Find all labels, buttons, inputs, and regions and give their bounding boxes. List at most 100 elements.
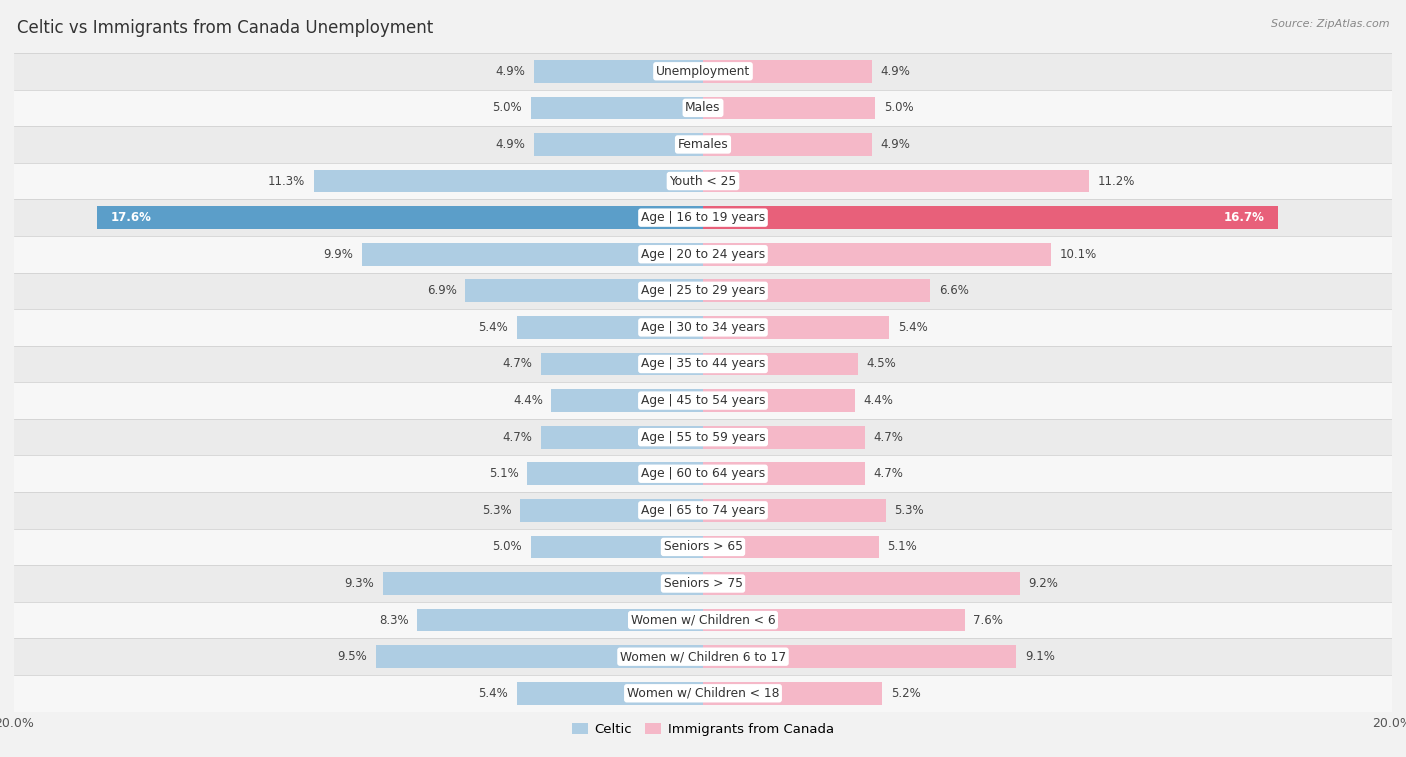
Text: 5.0%: 5.0%	[492, 540, 522, 553]
Bar	[703, 97, 875, 119]
Text: Females: Females	[678, 138, 728, 151]
Text: Age | 20 to 24 years: Age | 20 to 24 years	[641, 248, 765, 260]
Text: Youth < 25: Youth < 25	[669, 175, 737, 188]
Text: 4.7%: 4.7%	[873, 467, 904, 480]
Text: 11.2%: 11.2%	[1098, 175, 1135, 188]
Bar	[703, 463, 865, 485]
Text: 4.7%: 4.7%	[873, 431, 904, 444]
Bar	[703, 682, 882, 705]
Text: Age | 45 to 54 years: Age | 45 to 54 years	[641, 394, 765, 407]
Text: 9.5%: 9.5%	[337, 650, 367, 663]
Text: 5.4%: 5.4%	[897, 321, 928, 334]
Bar	[517, 316, 703, 338]
Text: Age | 60 to 64 years: Age | 60 to 64 years	[641, 467, 765, 480]
Text: 4.9%: 4.9%	[496, 138, 526, 151]
Bar	[517, 682, 703, 705]
Bar	[703, 243, 1050, 266]
Bar	[534, 60, 703, 83]
Bar	[14, 309, 1392, 346]
Text: 10.1%: 10.1%	[1060, 248, 1097, 260]
Text: Males: Males	[685, 101, 721, 114]
Text: Women w/ Children < 6: Women w/ Children < 6	[631, 614, 775, 627]
Bar	[703, 426, 865, 448]
Text: 8.3%: 8.3%	[378, 614, 409, 627]
Text: 5.0%: 5.0%	[492, 101, 522, 114]
Text: Age | 25 to 29 years: Age | 25 to 29 years	[641, 285, 765, 298]
Text: 4.7%: 4.7%	[502, 357, 533, 370]
Bar	[14, 382, 1392, 419]
Bar	[14, 492, 1392, 528]
Bar	[541, 353, 703, 375]
Text: 4.9%: 4.9%	[880, 138, 910, 151]
Bar	[14, 565, 1392, 602]
Text: Source: ZipAtlas.com: Source: ZipAtlas.com	[1271, 19, 1389, 29]
Bar	[14, 675, 1392, 712]
Bar	[14, 419, 1392, 456]
Text: 16.7%: 16.7%	[1223, 211, 1264, 224]
Bar	[551, 389, 703, 412]
Bar	[703, 316, 889, 338]
Bar	[14, 273, 1392, 309]
Text: Age | 16 to 19 years: Age | 16 to 19 years	[641, 211, 765, 224]
Text: 9.9%: 9.9%	[323, 248, 353, 260]
Text: 4.9%: 4.9%	[880, 65, 910, 78]
Text: 17.6%: 17.6%	[111, 211, 152, 224]
Bar	[14, 346, 1392, 382]
Text: 5.4%: 5.4%	[478, 687, 509, 699]
Text: 6.6%: 6.6%	[939, 285, 969, 298]
Text: 5.0%: 5.0%	[884, 101, 914, 114]
Text: Age | 30 to 34 years: Age | 30 to 34 years	[641, 321, 765, 334]
Bar	[382, 572, 703, 595]
Bar	[418, 609, 703, 631]
Bar	[14, 163, 1392, 199]
Text: Age | 65 to 74 years: Age | 65 to 74 years	[641, 504, 765, 517]
Bar	[314, 170, 703, 192]
Bar	[14, 53, 1392, 89]
Bar	[703, 646, 1017, 668]
Bar	[520, 499, 703, 522]
Text: 9.2%: 9.2%	[1029, 577, 1059, 590]
Bar	[703, 279, 931, 302]
Bar	[703, 499, 886, 522]
Text: 4.4%: 4.4%	[513, 394, 543, 407]
Bar	[14, 89, 1392, 126]
Bar	[703, 207, 1278, 229]
Text: 7.6%: 7.6%	[973, 614, 1004, 627]
Text: 5.4%: 5.4%	[478, 321, 509, 334]
Text: 5.1%: 5.1%	[489, 467, 519, 480]
Text: 5.3%: 5.3%	[482, 504, 512, 517]
Bar	[531, 97, 703, 119]
Bar	[465, 279, 703, 302]
Bar	[703, 60, 872, 83]
Text: 11.3%: 11.3%	[269, 175, 305, 188]
Bar	[703, 536, 879, 558]
Text: 5.3%: 5.3%	[894, 504, 924, 517]
Text: 9.1%: 9.1%	[1025, 650, 1054, 663]
Bar	[703, 572, 1019, 595]
Bar	[541, 426, 703, 448]
Bar	[14, 638, 1392, 675]
Bar	[14, 126, 1392, 163]
Bar	[361, 243, 703, 266]
Text: Age | 55 to 59 years: Age | 55 to 59 years	[641, 431, 765, 444]
Bar	[531, 536, 703, 558]
Bar	[14, 456, 1392, 492]
Bar	[527, 463, 703, 485]
Text: 5.2%: 5.2%	[891, 687, 921, 699]
Bar	[703, 170, 1088, 192]
Bar	[534, 133, 703, 156]
Bar	[14, 602, 1392, 638]
Text: Seniors > 75: Seniors > 75	[664, 577, 742, 590]
Bar	[703, 353, 858, 375]
Bar	[375, 646, 703, 668]
Text: Women w/ Children < 18: Women w/ Children < 18	[627, 687, 779, 699]
Text: Seniors > 65: Seniors > 65	[664, 540, 742, 553]
Text: 6.9%: 6.9%	[427, 285, 457, 298]
Text: 4.4%: 4.4%	[863, 394, 893, 407]
Bar	[14, 236, 1392, 273]
Text: Women w/ Children 6 to 17: Women w/ Children 6 to 17	[620, 650, 786, 663]
Text: 4.7%: 4.7%	[502, 431, 533, 444]
Text: Unemployment: Unemployment	[655, 65, 751, 78]
Bar	[97, 207, 703, 229]
Text: 5.1%: 5.1%	[887, 540, 917, 553]
